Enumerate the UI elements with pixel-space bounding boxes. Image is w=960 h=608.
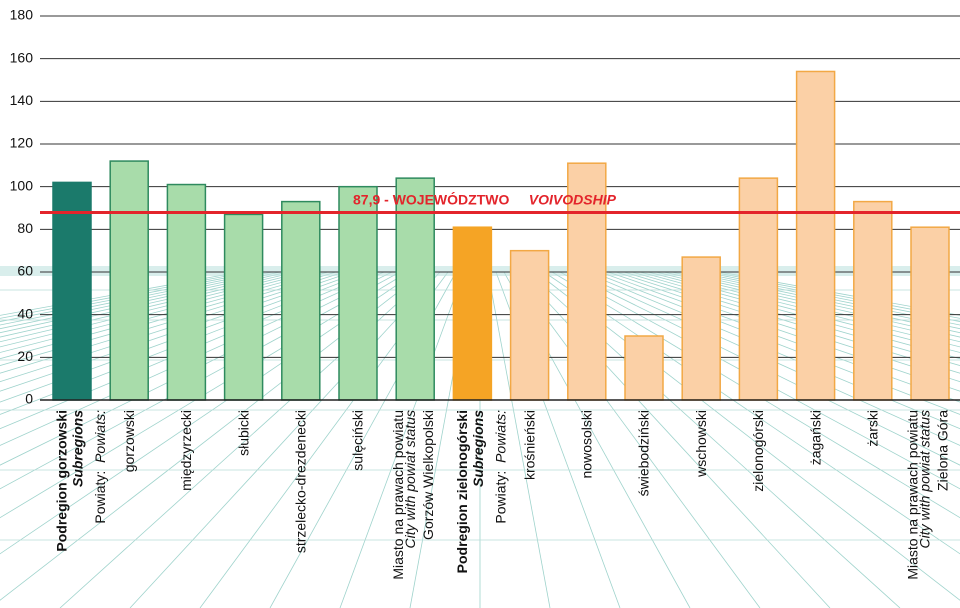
powiat-note-en: Powiats: bbox=[92, 410, 108, 463]
subregion-note: Subregions bbox=[70, 410, 86, 487]
y-tick-label: 180 bbox=[10, 7, 34, 23]
powiat-note-en: Powiats: bbox=[492, 410, 508, 463]
x-tick-label: świebodziński bbox=[636, 410, 652, 496]
y-tick-label: 20 bbox=[17, 348, 33, 364]
x-tick-label: wschowski bbox=[693, 410, 709, 478]
powiat-note-pl: Powiaty: bbox=[92, 471, 108, 524]
x-tick-label: Gorzów Wielkopolski bbox=[420, 410, 436, 540]
city-note: City with powiat status bbox=[402, 410, 418, 549]
subregion-note: Subregions bbox=[470, 410, 486, 487]
bar bbox=[339, 187, 377, 400]
y-tick-label: 120 bbox=[10, 135, 34, 151]
bar bbox=[225, 214, 263, 400]
x-tick-label: międzyrzecki bbox=[178, 410, 194, 491]
bar bbox=[625, 336, 663, 400]
bar bbox=[682, 257, 720, 400]
powiat-note: Powiaty: Powiats: bbox=[492, 410, 508, 524]
x-tick-label: nowosolski bbox=[579, 410, 595, 478]
city-note: City with powiat status bbox=[917, 410, 933, 549]
subregion-label: Podregion zielonogórski bbox=[454, 410, 470, 573]
bar bbox=[854, 202, 892, 400]
chart: 0 20 40 60 80 100 120 140 160 180 Podregion gorzow… bbox=[0, 0, 960, 608]
bar bbox=[167, 185, 205, 400]
y-tick-label: 0 bbox=[25, 391, 33, 407]
x-tick-label: strzelecko-drezdenecki bbox=[293, 410, 309, 553]
bar bbox=[110, 161, 148, 400]
reference-label: 87,9 - WOJEWÓDZTWO VOIVODSHIP bbox=[353, 190, 617, 207]
perspective-line bbox=[520, 272, 830, 608]
x-tick-label: Zielona Góra bbox=[935, 410, 951, 491]
bar bbox=[911, 227, 949, 400]
x-tick-label: zielonogórski bbox=[750, 410, 766, 492]
x-tick-label: krośnieński bbox=[521, 410, 537, 480]
y-tick-label: 40 bbox=[17, 305, 33, 321]
reference-label-pl: 87,9 - WOJEWÓDZTWO bbox=[353, 190, 509, 207]
bar bbox=[797, 71, 835, 400]
y-tick-label: 100 bbox=[10, 177, 34, 193]
x-tick-label: żagański bbox=[807, 410, 823, 465]
bar bbox=[53, 182, 91, 400]
x-tick-label: sulęciński bbox=[350, 410, 366, 471]
y-tick-label: 140 bbox=[10, 92, 34, 108]
bar bbox=[282, 202, 320, 400]
x-tick-label: żarski bbox=[865, 410, 881, 447]
reference-label-en: VOIVODSHIP bbox=[529, 191, 617, 207]
powiat-note: Powiaty: Powiats: bbox=[92, 410, 108, 524]
bar bbox=[511, 251, 549, 400]
y-tick-label: 160 bbox=[10, 49, 34, 65]
x-tick-label: słubicki bbox=[235, 410, 251, 456]
bar bbox=[453, 227, 491, 400]
subregion-label: Podregion gorzowski bbox=[54, 410, 70, 552]
y-tick-label: 60 bbox=[17, 263, 33, 279]
y-tick-label: 80 bbox=[17, 220, 33, 236]
x-tick-label: gorzowski bbox=[121, 410, 137, 472]
powiat-note-pl: Powiaty: bbox=[492, 471, 508, 524]
